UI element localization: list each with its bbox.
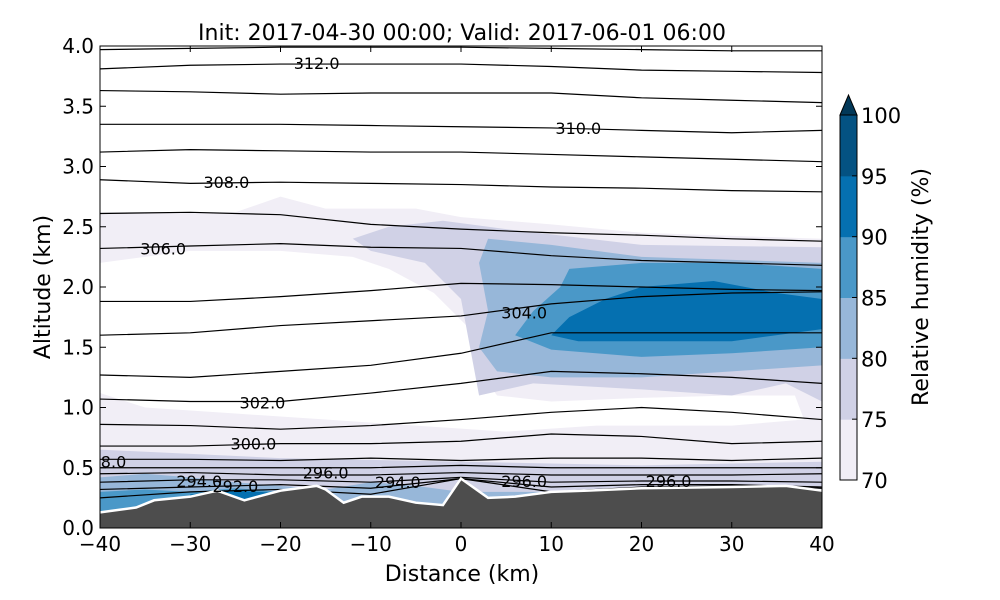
y-tick-label: 4.0: [62, 34, 94, 58]
x-tick-label: −10: [350, 532, 392, 556]
colorbar: 70 75 80 85 90 95 100: [839, 93, 901, 493]
colorbar-segment-90: [840, 175, 857, 238]
y-tick-label: 1.0: [62, 396, 94, 420]
contour-label: 292.0: [212, 477, 258, 496]
contour-label: 294.0: [375, 473, 421, 492]
isentrope-line: [100, 282, 822, 303]
colorbar-tick-label: 70: [861, 469, 888, 493]
colorbar-segment-85: [840, 236, 857, 298]
y-tick-label: 3.0: [62, 155, 94, 179]
x-tick-label: −30: [169, 532, 211, 556]
contour-label: 8.0: [101, 453, 126, 472]
x-axis-label: Distance (km): [385, 562, 540, 587]
axes: −40 −30 −20 −10 0 10 20 30 400.00.51.01.52.02.53…: [62, 34, 835, 556]
contour-label: 296.0: [303, 464, 349, 483]
isentrope-line: [100, 471, 822, 476]
y-tick-label: 3.5: [62, 94, 94, 118]
isentrope-line: [100, 89, 822, 104]
isentrope-line: [100, 211, 822, 242]
x-tick-label: −20: [259, 532, 301, 556]
isentrope-line: [100, 464, 822, 469]
colorbar-segment-95: [840, 115, 857, 177]
colorbar-extend-arrow: [839, 93, 858, 116]
contour-label: 294.0: [176, 472, 222, 491]
plot-area: 312.0 310.0 308.0 306.0 304.0 302.0 300.0 8.0 29…: [100, 46, 822, 528]
y-tick-label: 1.5: [62, 335, 94, 359]
isentrope-line: [100, 63, 822, 74]
colorbar-tick-label: 100: [861, 104, 901, 128]
colorbar-tick-label: 90: [861, 226, 888, 250]
rh-region-0: [100, 250, 804, 432]
x-tick-label: −40: [79, 532, 121, 556]
isentrope-line: [100, 370, 822, 403]
contour-label: 306.0: [140, 239, 186, 258]
terrain-outline: [100, 476, 822, 514]
contour-label: 300.0: [231, 435, 277, 454]
x-tick-label: 30: [719, 532, 744, 556]
y-tick-label: 0.0: [62, 516, 94, 540]
isentrope-line: [100, 433, 822, 447]
colorbar-segment-70: [840, 419, 857, 481]
y-tick-label: 0.5: [62, 456, 94, 480]
contour-label: 308.0: [203, 173, 249, 192]
rh-region-90: [551, 280, 822, 342]
x-tick-label: 0: [455, 532, 468, 556]
isentrope-line: [100, 291, 822, 336]
colorbar-tick-label: 80: [861, 347, 888, 371]
colorbar-tick-label: 95: [861, 165, 888, 189]
colorbar-tick-label: 75: [861, 408, 888, 432]
x-tick-label: 10: [539, 532, 564, 556]
contour-label: 296.0: [501, 472, 547, 491]
isentrope-line: [100, 332, 822, 378]
y-tick-label: 2.5: [62, 215, 94, 239]
chart-title: Init: 2017-04-30 00:00; Valid: 2017-06-0…: [198, 21, 726, 46]
contour-label: 296.0: [646, 472, 692, 491]
isentrope-line: [100, 457, 822, 462]
y-axis-label: Altitude (km): [31, 215, 56, 359]
x-tick-label: 20: [629, 532, 654, 556]
x-tick-label: 40: [809, 532, 834, 556]
colorbar-segment-80: [840, 297, 857, 359]
isentrope-line: [100, 179, 822, 193]
isentrope-line: [100, 149, 822, 163]
contour-label: 310.0: [555, 119, 601, 138]
y-tick-label: 2.0: [62, 275, 94, 299]
isentrope-line: [100, 406, 822, 430]
contour-label: 302.0: [240, 394, 286, 413]
colorbar-label: Relative humidity (%): [909, 168, 934, 406]
colorbar-tick-label: 85: [861, 287, 888, 311]
colorbar-segment-75: [840, 358, 857, 420]
isentrope-line: [100, 243, 822, 266]
isentrope-line: [100, 123, 822, 134]
contour-label: 304.0: [501, 303, 547, 322]
contour-label: 312.0: [294, 54, 340, 73]
